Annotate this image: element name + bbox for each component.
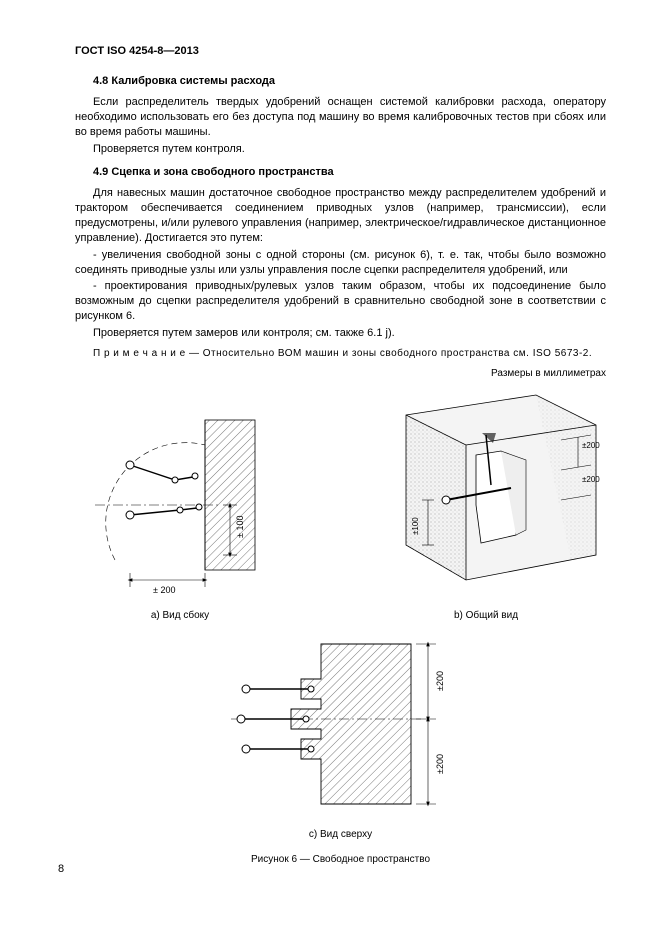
li-4-9-1: - увеличения свободной зоны с одной стор… [75,248,606,278]
figure-b: ±200 ±200 ±100 b) Общий вид [366,385,606,621]
figure-b-svg: ±200 ±200 ±100 [366,385,606,600]
heading-4-8: 4.8 Калибровка системы расхода [93,75,606,87]
figure-a-svg: ± 100 ± 200 [75,410,285,600]
para-4-9-2: Проверяется путем замеров или контроля; … [75,326,606,341]
caption-c: c) Вид сверху [75,829,606,840]
dim-200-c1: ±200 [435,671,445,691]
figure-a: ± 100 ± 200 a) Вид сбоку [75,410,285,621]
para-4-9-1: Для навесных машин достаточное свободное… [75,186,606,245]
dim-100-b: ±100 [411,517,420,535]
dim-200-c2: ±200 [435,754,445,774]
caption-b: b) Общий вид [366,610,606,621]
note-4-9: П р и м е ч а н и е — Относительно ВОМ м… [75,347,606,360]
doc-header: ГОСТ ISO 4254-8—2013 [75,45,606,57]
figure-row-ab: ± 100 ± 200 a) Вид сбоку [75,385,606,621]
heading-4-9: 4.9 Сцепка и зона свободного пространств… [93,166,606,178]
para-4-8-1: Если распределитель твердых удобрений ос… [75,95,606,140]
figure-c-svg: ±200 ±200 [211,629,471,819]
dim-200-a: ± 200 [153,585,175,595]
caption-a: a) Вид сбоку [75,610,285,621]
li-4-9-2: - проектирования приводных/рулевых узлов… [75,279,606,324]
dim-100-a: ± 100 [235,515,245,537]
dim-200-b2: ±200 [582,475,600,484]
dimension-units: Размеры в миллиметрах [75,368,606,379]
para-4-8-2: Проверяется путем контроля. [75,142,606,157]
dim-200-b1: ±200 [582,441,600,450]
figure-title: Рисунок 6 — Свободное пространство [75,854,606,865]
page-number: 8 [58,863,64,875]
figure-c: ±200 ±200 c) Вид сверху [75,629,606,840]
